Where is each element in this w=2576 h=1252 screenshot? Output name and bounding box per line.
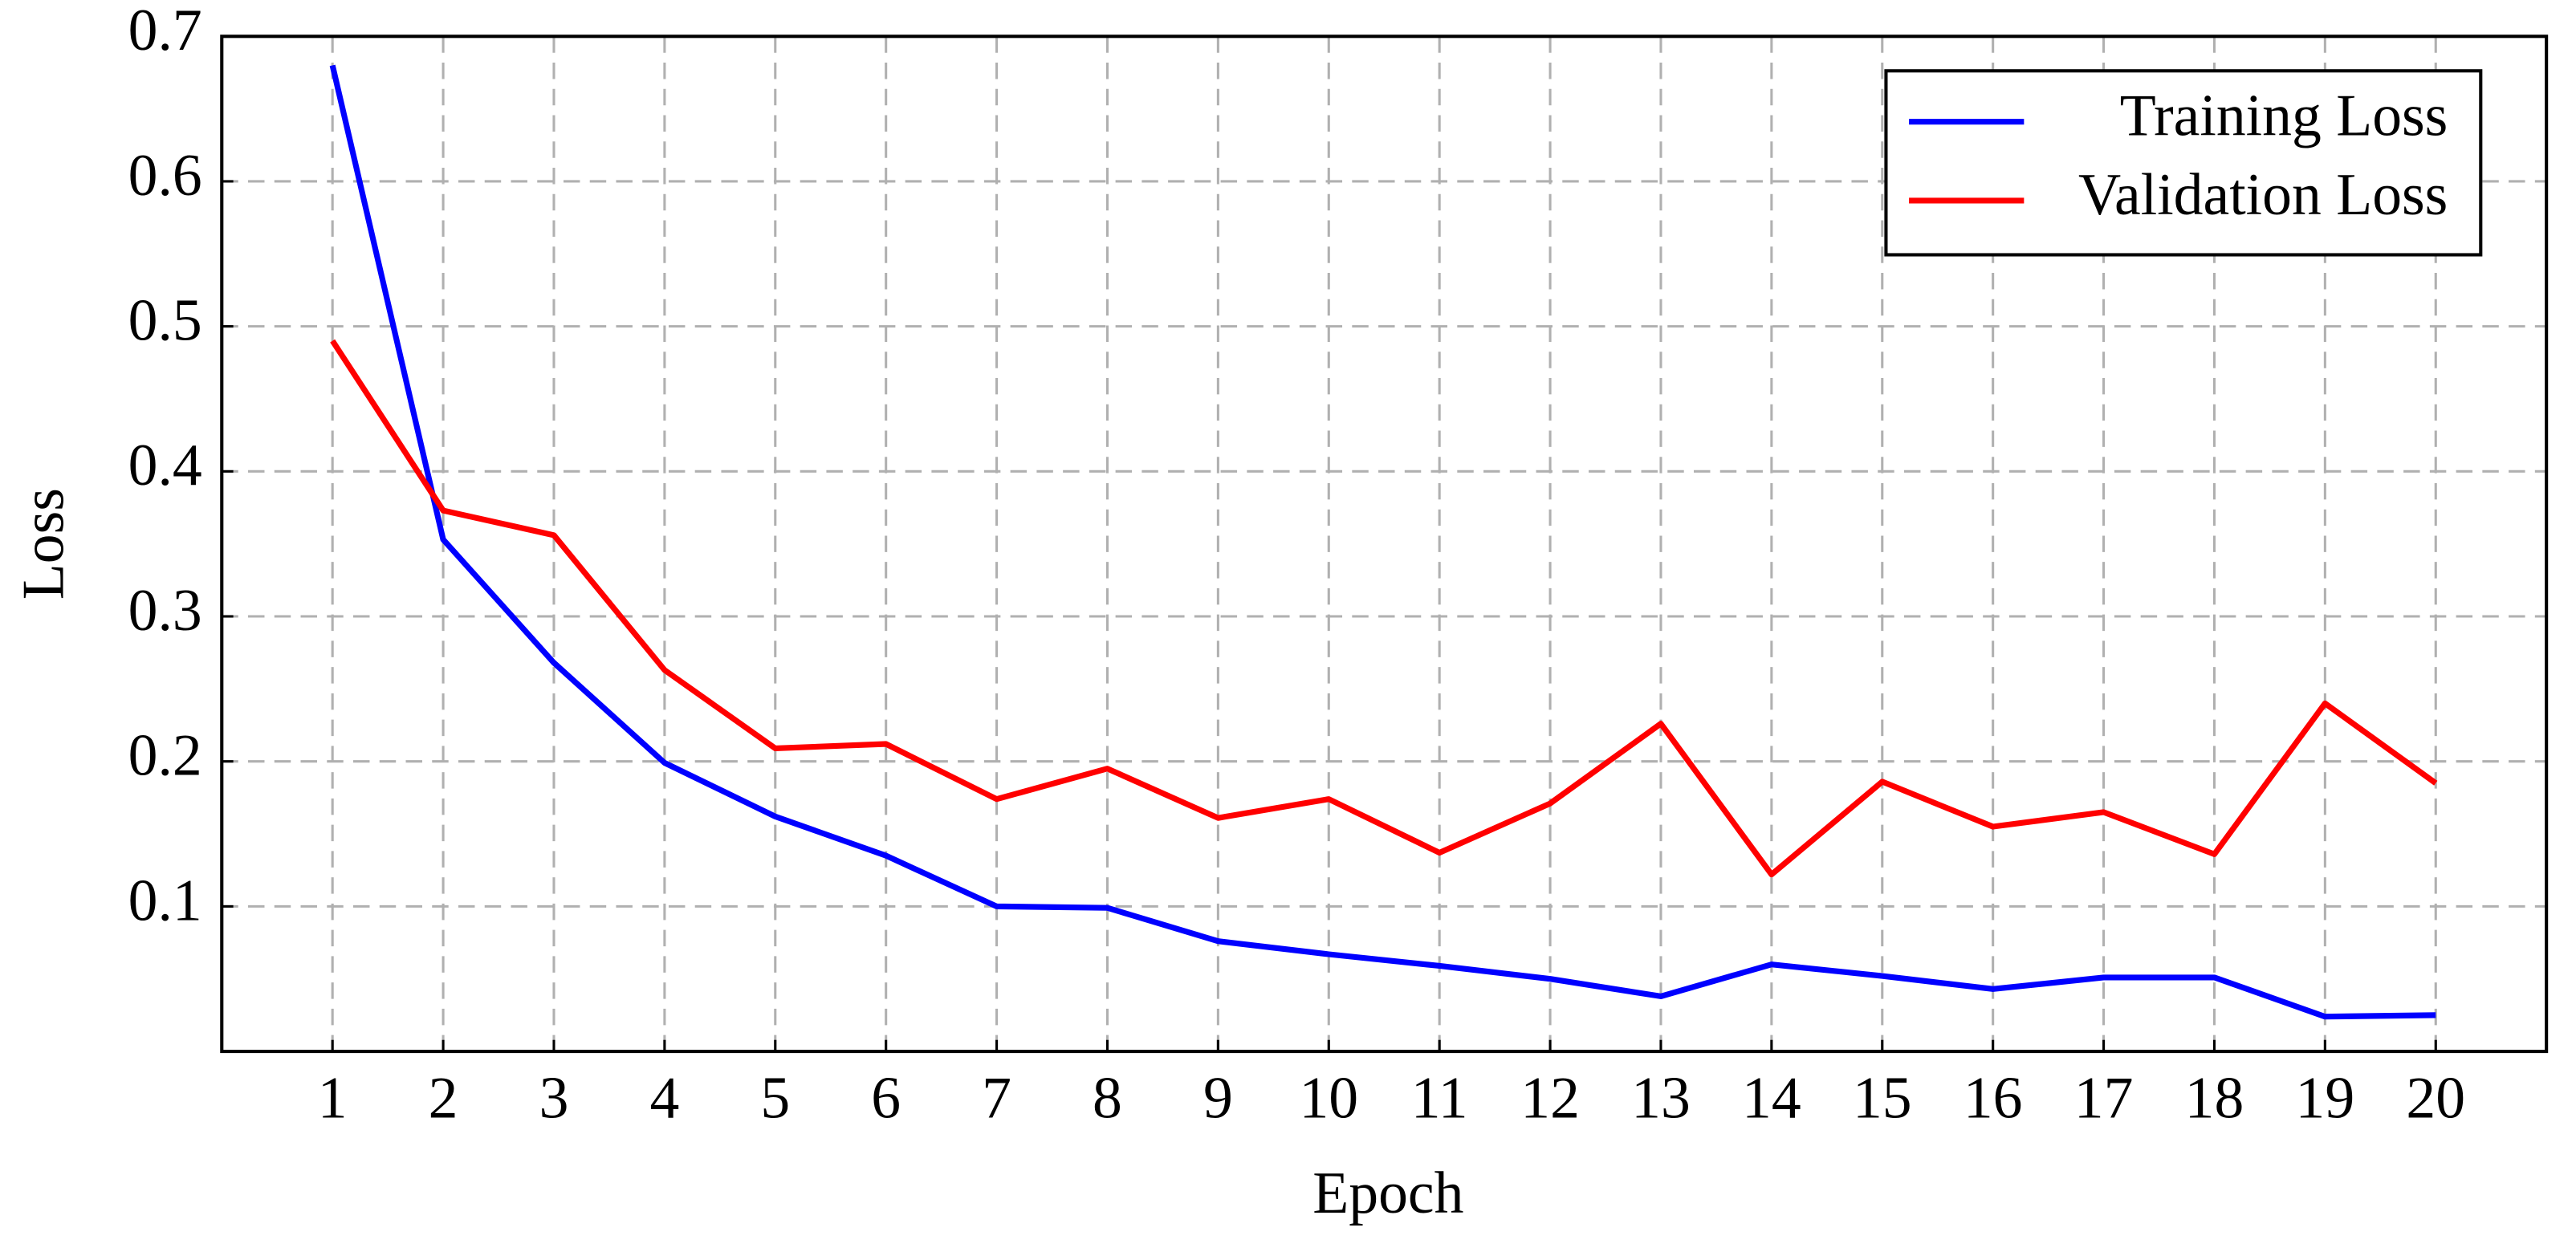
x-tick-label: 6	[871, 1064, 901, 1130]
x-tick-label: 16	[1964, 1064, 2023, 1130]
x-tick-label: 12	[1520, 1064, 1580, 1130]
x-tick-label: 19	[2296, 1064, 2355, 1130]
x-tick-label: 17	[2074, 1064, 2134, 1130]
x-tick-label: 2	[429, 1064, 458, 1130]
y-tick-label: 0.7	[128, 0, 202, 63]
y-tick-label: 0.2	[128, 722, 202, 788]
x-tick-label: 1	[318, 1064, 348, 1130]
x-tick-label: 20	[2406, 1064, 2465, 1130]
y-tick-label: 0.1	[128, 867, 202, 933]
legend: Training Loss Validation Loss	[1884, 69, 2483, 257]
legend-box	[1884, 69, 2483, 257]
legend-label: Validation Loss	[2078, 161, 2448, 227]
x-tick-label: 13	[1631, 1064, 1691, 1130]
series-line	[329, 64, 2436, 1020]
legend-label: Training Loss	[2120, 83, 2448, 148]
y-tick-label: 0.3	[128, 577, 202, 643]
plot-frame	[220, 35, 2549, 1054]
x-tick-label: 5	[760, 1064, 790, 1130]
x-tick-label: 18	[2185, 1064, 2244, 1130]
x-tick-label: 15	[1853, 1064, 1912, 1130]
x-tick-label: 7	[982, 1064, 1011, 1130]
x-tick-label: 11	[1411, 1064, 1468, 1130]
y-axis-label: Loss	[10, 488, 75, 600]
series-line	[330, 339, 2438, 878]
y-tick-label: 0.5	[128, 287, 202, 353]
x-tick-label: 8	[1093, 1064, 1122, 1130]
x-tick-label: 10	[1299, 1064, 1358, 1130]
x-tick-label: 4	[649, 1064, 679, 1130]
x-tick-label: 3	[539, 1064, 569, 1130]
x-tick-label: 9	[1203, 1064, 1233, 1130]
y-tick-label: 0.6	[128, 142, 202, 208]
x-axis-label: Epoch	[1312, 1160, 1463, 1226]
x-tick-label: 14	[1742, 1064, 1801, 1130]
y-tick-label: 0.4	[128, 432, 202, 498]
